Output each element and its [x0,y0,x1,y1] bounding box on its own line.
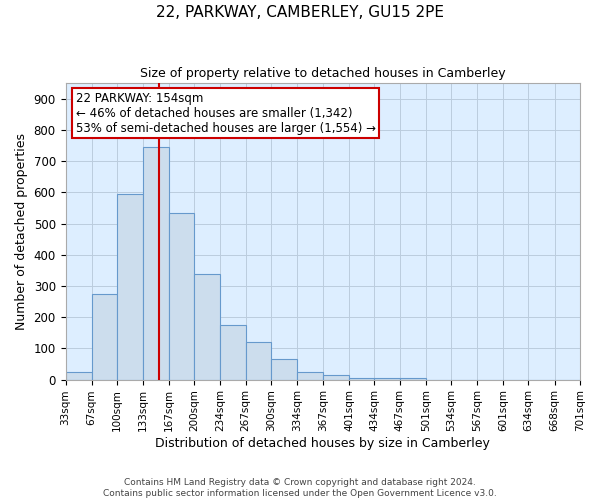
X-axis label: Distribution of detached houses by size in Camberley: Distribution of detached houses by size … [155,437,490,450]
Title: Size of property relative to detached houses in Camberley: Size of property relative to detached ho… [140,68,506,80]
Text: Contains HM Land Registry data © Crown copyright and database right 2024.
Contai: Contains HM Land Registry data © Crown c… [103,478,497,498]
Bar [298,372,323,380]
Bar [169,212,194,380]
Bar [220,325,246,380]
Y-axis label: Number of detached properties: Number of detached properties [15,133,28,330]
Bar [323,375,349,380]
Bar [271,360,298,380]
Text: 22, PARKWAY, CAMBERLEY, GU15 2PE: 22, PARKWAY, CAMBERLEY, GU15 2PE [156,5,444,20]
Bar [400,378,426,380]
Bar [374,378,400,380]
Bar [65,372,92,380]
Bar [246,342,271,380]
Bar [194,274,220,380]
Text: 22 PARKWAY: 154sqm
← 46% of detached houses are smaller (1,342)
53% of semi-deta: 22 PARKWAY: 154sqm ← 46% of detached hou… [76,92,376,135]
Bar [143,147,169,380]
Bar [349,378,374,380]
Bar [117,194,143,380]
Bar [92,294,117,380]
